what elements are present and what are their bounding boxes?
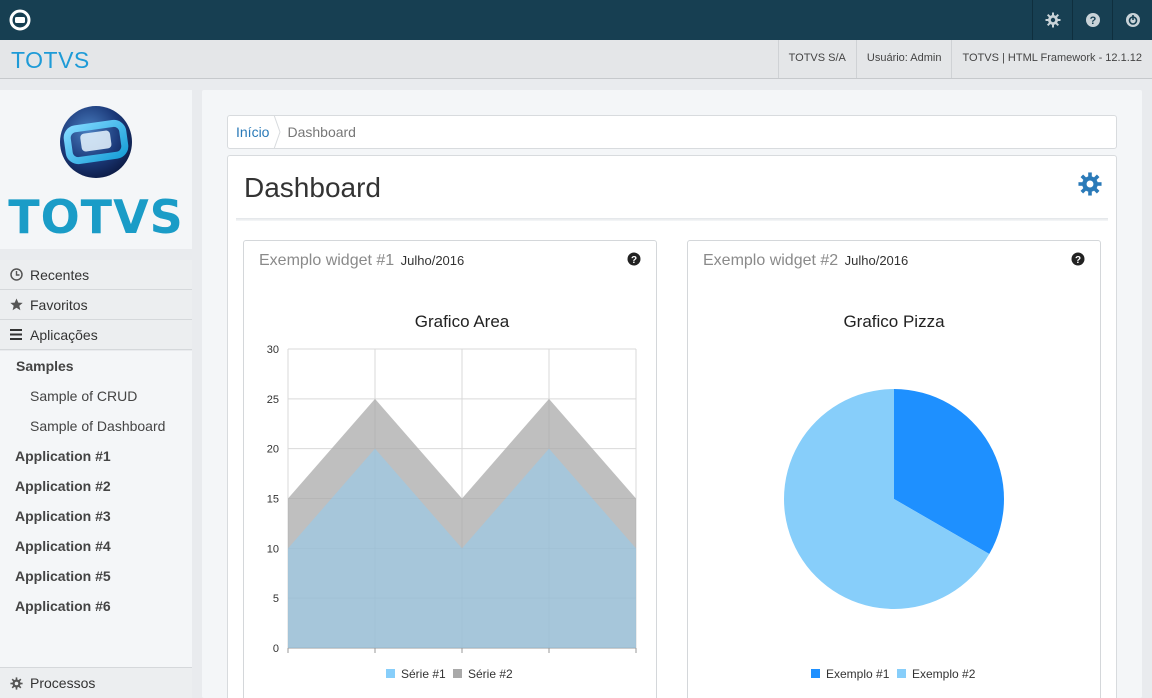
- area-legend-label-1: Série #1: [401, 667, 446, 681]
- area-series-1: [288, 448, 636, 648]
- pie-chart: Grafico Pizza Exemplo #1 Exemplo #2: [784, 312, 1004, 681]
- top-navbar: ?: [0, 0, 1152, 40]
- settings-gear-icon[interactable]: [1078, 172, 1102, 201]
- list-item-application-3[interactable]: Application #3: [15, 508, 111, 524]
- widget-1-help-icon[interactable]: ?: [627, 252, 641, 271]
- breadcrumb-separator-icon: [273, 115, 283, 149]
- list-item-samples[interactable]: Samples: [16, 358, 74, 374]
- menu-favoritos[interactable]: Favoritos: [0, 290, 192, 320]
- breadcrumb: Início Dashboard: [227, 115, 1117, 149]
- menu-aplicacoes[interactable]: Aplicações: [0, 320, 192, 350]
- widget-2-help-icon[interactable]: ?: [1071, 252, 1085, 271]
- svg-text:?: ?: [1089, 15, 1096, 27]
- brand-title[interactable]: TOTVS: [11, 47, 90, 73]
- title-divider: [236, 218, 1108, 221]
- list-icon: [8, 329, 24, 340]
- area-y-tick-label: 0: [273, 643, 279, 655]
- main-content: Início Dashboard Dashboard Exem: [202, 90, 1142, 698]
- widget-1-title: Exemplo widget #1 Julho/2016: [259, 252, 464, 270]
- menu-aplicacoes-label: Aplicações: [30, 326, 98, 343]
- sidebar: TOTVS Recentes Favoritos Aplicações Samp…: [0, 79, 192, 698]
- area-series-2: [288, 398, 636, 648]
- svg-text:?: ?: [631, 255, 637, 266]
- pie-legend-swatch-1: [811, 669, 820, 678]
- list-item-application-5[interactable]: Application #5: [15, 568, 111, 584]
- company-label: TOTVS S/A: [777, 40, 856, 78]
- list-item-application-4[interactable]: Application #4: [15, 538, 111, 554]
- help-icon[interactable]: ?: [1072, 0, 1112, 40]
- widget-2-subtitle: Julho/2016: [844, 253, 909, 268]
- sidebar-logo-text: TOTVS: [8, 190, 184, 244]
- svg-text:?: ?: [1075, 255, 1081, 266]
- menu-recentes-label: Recentes: [30, 266, 90, 283]
- area-y-tick-label: 15: [267, 494, 279, 506]
- area-y-tick-label: 20: [267, 444, 279, 456]
- area-y-tick-label: 5: [273, 593, 279, 605]
- widget-2-title: Exemplo widget #2 Julho/2016: [703, 252, 908, 270]
- widget-1-subtitle: Julho/2016: [400, 253, 465, 268]
- area-legend-swatch-1: [386, 669, 395, 678]
- app-header: TOTVS TOTVS S/A Usuário: Admin TOTVS | H…: [0, 40, 1152, 79]
- area-y-tick-label: 30: [267, 344, 279, 356]
- pie-legend-label-2: Exemplo #2: [912, 667, 976, 681]
- widget-2: Exemplo widget #2 Julho/2016 ? Grafico P…: [687, 240, 1101, 698]
- breadcrumb-home[interactable]: Início: [236, 124, 270, 140]
- clock-icon: [8, 268, 24, 281]
- list-item-sample-crud[interactable]: Sample of CRUD: [30, 388, 138, 404]
- pie-legend-label-1: Exemplo #1: [826, 667, 890, 681]
- list-item-application-6[interactable]: Application #6: [15, 598, 111, 614]
- dashboard-panel: Dashboard Exemplo widget #1 Julho/2016: [227, 155, 1117, 698]
- breadcrumb-current: Dashboard: [287, 124, 356, 140]
- pie-slice-1: [894, 389, 1004, 554]
- area-y-tick-label: 25: [267, 394, 279, 406]
- area-chart-title: Grafico Area: [415, 312, 510, 331]
- gear-icon[interactable]: [1032, 0, 1072, 40]
- framework-version-label: TOTVS | HTML Framework - 12.1.12: [951, 40, 1152, 78]
- area-legend-swatch-2: [453, 669, 462, 678]
- widget-1-title-text: Exemplo widget #1: [259, 252, 395, 269]
- sidebar-logo: TOTVS: [0, 90, 192, 249]
- page-title: Dashboard: [244, 172, 381, 203]
- list-item-application-1[interactable]: Application #1: [15, 448, 111, 464]
- menu-recentes[interactable]: Recentes: [0, 260, 192, 290]
- pie-chart-title: Grafico Pizza: [843, 312, 945, 331]
- menu-processos[interactable]: Processos: [0, 667, 192, 698]
- menu-favoritos-label: Favoritos: [30, 296, 88, 313]
- area-legend-label-2: Série #2: [468, 667, 513, 681]
- cog-icon: [8, 676, 24, 690]
- totvs-logo-icon[interactable]: [0, 0, 40, 40]
- area-y-tick-label: 10: [267, 543, 279, 555]
- pie-legend-swatch-2: [897, 669, 906, 678]
- list-item-sample-dashboard[interactable]: Sample of Dashboard: [30, 418, 166, 434]
- list-item-application-2[interactable]: Application #2: [15, 478, 111, 494]
- applications-list: Samples Sample of CRUD Sample of Dashboa…: [0, 351, 192, 667]
- menu-processos-label: Processos: [30, 675, 96, 691]
- star-icon: [8, 298, 24, 311]
- user-label: Usuário: Admin: [855, 40, 952, 78]
- widget-2-title-text: Exemplo widget #2: [703, 252, 839, 269]
- widget-1: Exemplo widget #1 Julho/2016 ? Grafico A…: [243, 240, 657, 698]
- pie-slice-2: [784, 389, 990, 609]
- power-icon[interactable]: [1112, 0, 1152, 40]
- area-chart: Grafico Area 0 5 10 15 20 25 30 Série #1 Série #2: [267, 312, 637, 681]
